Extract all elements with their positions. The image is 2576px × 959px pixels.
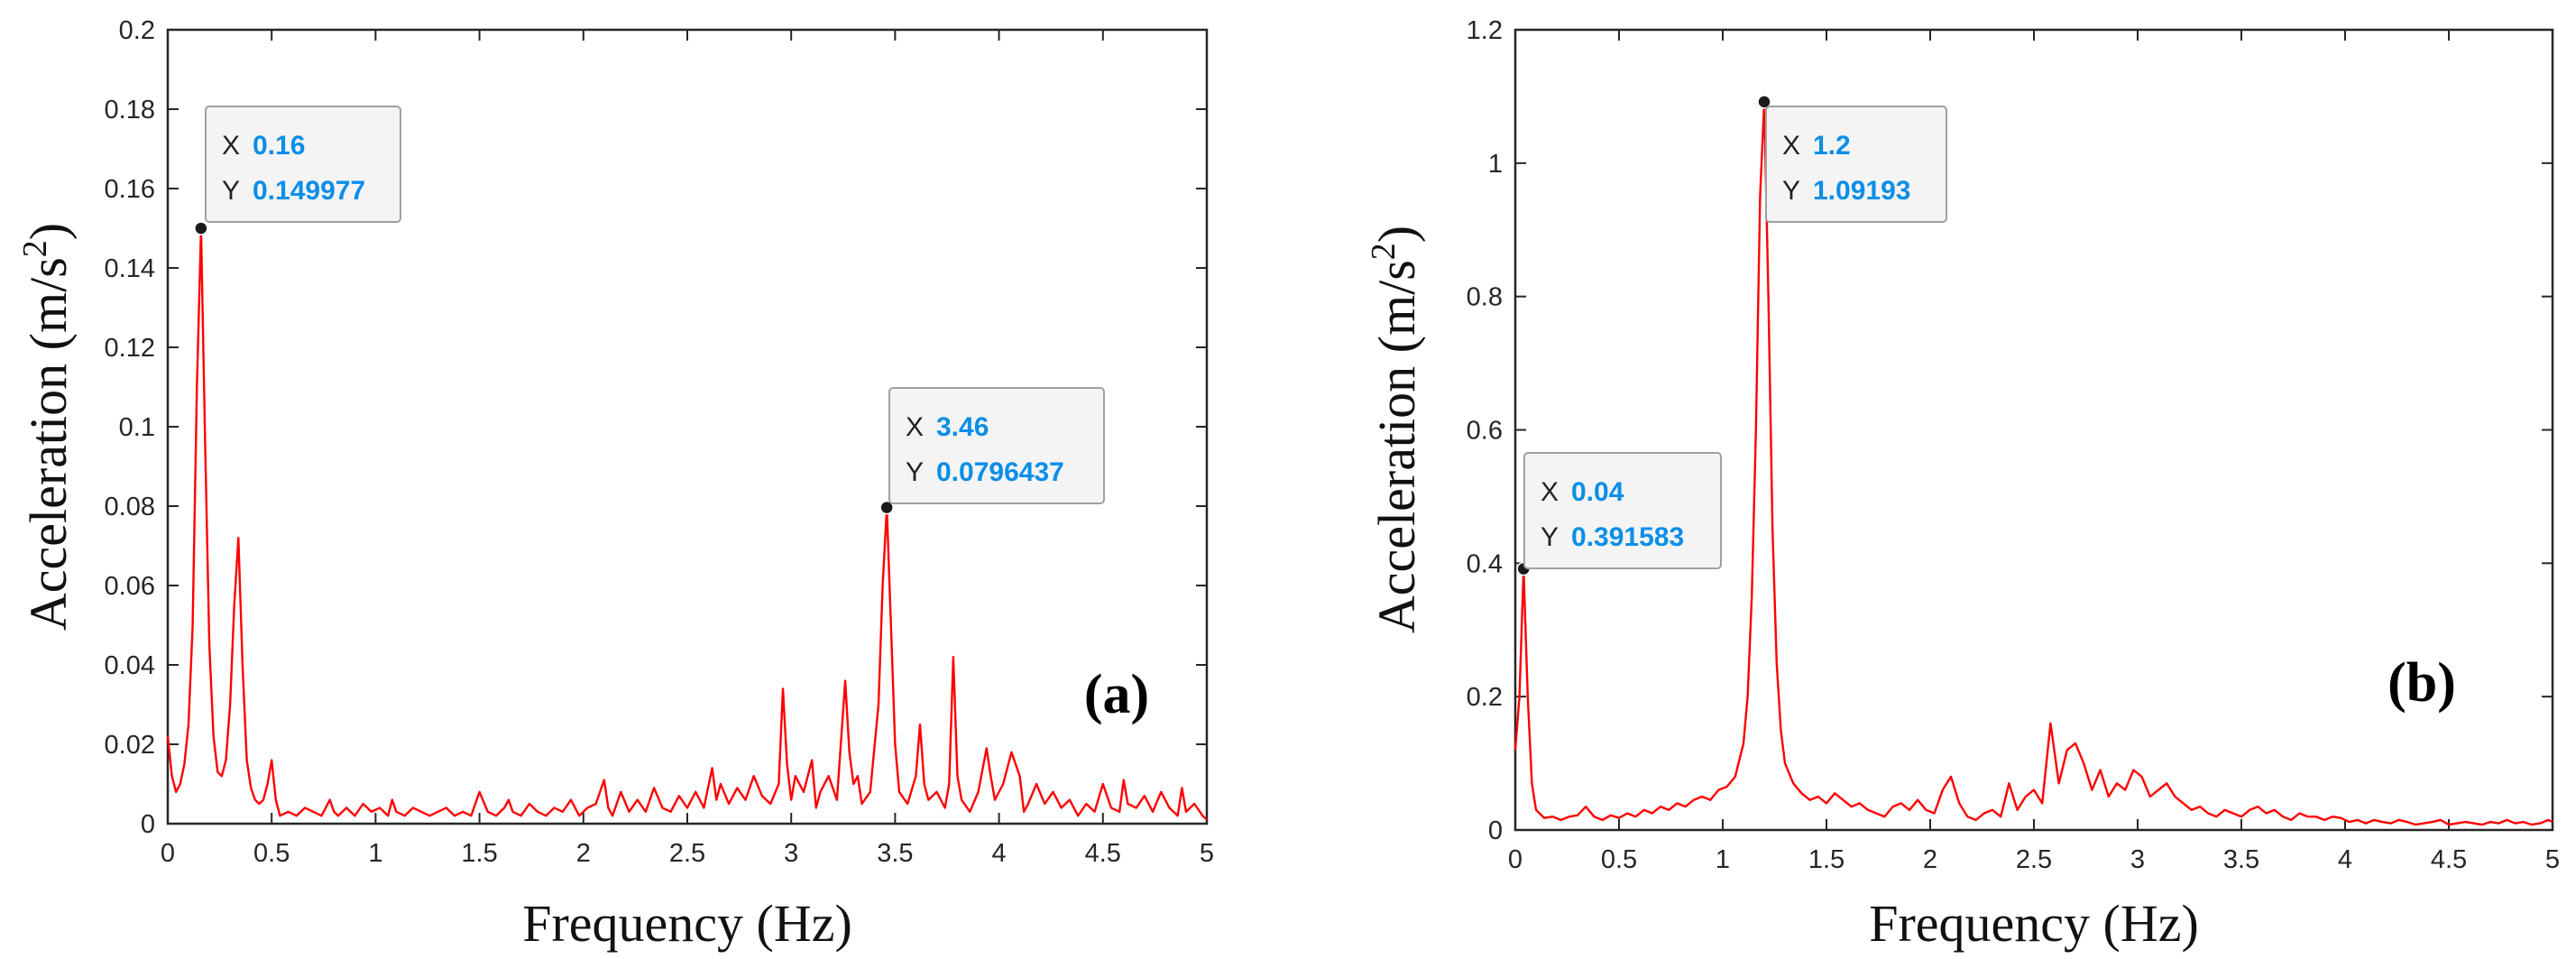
x-tick-label: 3.5 (2223, 845, 2259, 874)
datatip[interactable]: X 0.04 Y 0.391583 (1523, 452, 1722, 569)
datatip[interactable]: X 1.2 Y 1.09193 (1765, 106, 1947, 223)
x-tick-label: 4.5 (2431, 845, 2467, 874)
x-tick-label: 2 (576, 839, 591, 868)
y-axis-title-sup: 2 (16, 240, 54, 257)
x-tick-label: 0 (161, 839, 175, 868)
x-tick-label: 4 (2338, 845, 2352, 874)
y-ticks: 0 0.02 0.04 0.06 0.08 0.1 0.12 0.14 0.16 0.18 0.2 (105, 16, 1207, 839)
x-tick-label: 4 (992, 839, 1007, 868)
datatips: X 1.2 Y 1.09193 X 0.04 Y 0.391583 (1523, 106, 1947, 569)
y-axis-title-close: ) (19, 223, 78, 240)
x-axis-title: Frequency (Hz) (522, 894, 852, 953)
y-axis-title-close: ) (1367, 226, 1426, 243)
datatip-box (1765, 106, 1947, 223)
datatip-x-value: 3.46 (936, 412, 989, 442)
panel-label-b: (b) (2387, 652, 2456, 714)
y-tick-label: 0.02 (105, 731, 155, 760)
x-tick-label: 1 (368, 839, 382, 868)
x-tick-label: 2 (1923, 845, 1937, 874)
y-tick-label: 0.14 (105, 254, 155, 283)
datatip-x-key: X (222, 131, 240, 161)
x-tick-label: 0.5 (253, 839, 290, 868)
y-tick-label: 0.04 (105, 651, 155, 680)
y-axis-title: Acceleration (m/s2) (16, 223, 78, 631)
datatip-x-key: X (1782, 131, 1800, 161)
datatip-y-value: 0.0796437 (936, 457, 1064, 487)
datatip[interactable]: X 3.46 Y 0.0796437 (888, 387, 1105, 504)
datatip-marker[interactable] (1757, 95, 1771, 109)
x-tick-label: 1.5 (1808, 845, 1845, 874)
datatip[interactable]: X 0.16 Y 0.149977 (205, 106, 401, 223)
datatip-x-value: 1.2 (1813, 131, 1851, 161)
y-axis-title-main: Acceleration (m/s (19, 257, 78, 631)
x-tick-label: 0 (1508, 845, 1523, 874)
chart-panel-a: 0 0.5 1 1.5 2 2.5 3 3.5 4 4.5 5 00.020.040.060.080… (16, 16, 1214, 953)
series-line-spectrum (1513, 100, 2553, 826)
x-axis-title: Frequency (Hz) (1869, 894, 2199, 953)
y-tick-label: 1.2 (1467, 16, 1503, 45)
y-tick-label: 1 (1488, 150, 1503, 179)
datatip-x-value: 0.16 (253, 131, 305, 161)
y-tick-label: 0.12 (105, 334, 155, 363)
datatip-y-value: 0.149977 (253, 176, 365, 206)
plot-area (166, 221, 1208, 821)
y-tick-label: 0.16 (105, 175, 155, 204)
y-tick-label: 0.18 (105, 96, 155, 124)
datatip-y-value: 1.09193 (1813, 176, 1910, 206)
x-tick-label: 2.5 (669, 839, 705, 868)
y-tick-label: 0.2 (119, 16, 155, 45)
x-tick-label: 3 (2130, 845, 2145, 874)
x-tick-label: 3.5 (877, 839, 913, 868)
datatip-box (1523, 452, 1722, 569)
datatips: X 0.16 Y 0.149977 X 3.46 Y 0.0796437 (205, 106, 1105, 504)
x-tick-label: 3 (784, 839, 798, 868)
x-tick-label: 1 (1716, 845, 1730, 874)
y-axis-title-sup: 2 (1365, 243, 1403, 260)
y-tick-label: 0.4 (1467, 549, 1503, 578)
datatip-x-key: X (1541, 477, 1559, 507)
y-tick-label: 0.2 (1467, 683, 1503, 712)
datatip-box (205, 106, 401, 223)
panel-label-a: (a) (1084, 664, 1149, 725)
y-tick-label: 0.8 (1467, 283, 1503, 312)
y-tick-label: 0 (1488, 816, 1503, 845)
x-tick-label: 4.5 (1085, 839, 1121, 868)
datatip-box (888, 387, 1105, 504)
y-tick-label: 0.08 (105, 493, 155, 521)
datatip-x-value: 0.04 (1571, 477, 1624, 507)
x-tick-label: 0.5 (1601, 845, 1637, 874)
y-ticks: 0 0.2 0.4 0.6 0.8 1 1.2 (1467, 16, 2553, 845)
x-tick-label: 2.5 (2016, 845, 2052, 874)
datatip-marker[interactable] (194, 221, 208, 235)
datatip-marker[interactable] (879, 500, 894, 515)
y-tick-label: 0.06 (105, 572, 155, 601)
y-axis-title: Acceleration (m/s2) (1365, 226, 1426, 633)
datatip-y-key: Y (1782, 176, 1800, 206)
chart-panel-b: 0 0.5 1 1.5 2 2.5 3 3.5 4 4.5 5 00.20.40.60.811.2 … (1365, 16, 2560, 953)
x-ticks: 0 0.5 1 1.5 2 2.5 3 3.5 4 4.5 5 (1508, 30, 2560, 874)
datatip-y-key: Y (1541, 522, 1559, 552)
x-tick-label: 5 (2545, 845, 2560, 874)
y-tick-label: 0.1 (119, 413, 155, 442)
datatip-y-value: 0.391583 (1571, 522, 1684, 552)
datatip-y-key: Y (906, 457, 924, 487)
series-line-spectrum (166, 226, 1208, 821)
y-tick-label: 0 (141, 810, 155, 839)
x-tick-label: 1.5 (461, 839, 497, 868)
y-axis-title-main: Acceleration (m/s (1367, 260, 1426, 633)
x-ticks: 0 0.5 1 1.5 2 2.5 3 3.5 4 4.5 5 (161, 30, 1214, 868)
datatip-y-key: Y (222, 176, 240, 206)
y-tick-label: 0.6 (1467, 417, 1503, 446)
x-tick-label: 5 (1200, 839, 1214, 868)
datatip-x-key: X (906, 412, 924, 442)
